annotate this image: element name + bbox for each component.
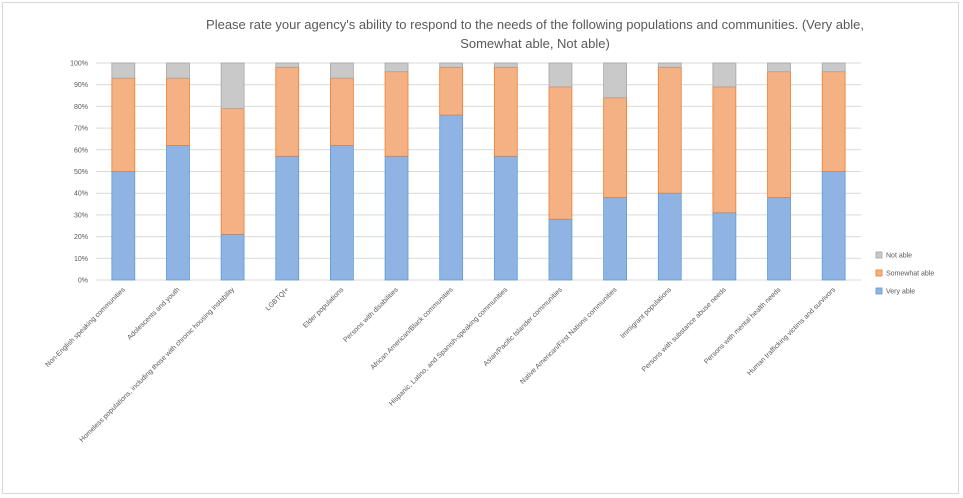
bar-somewhat-able bbox=[439, 66, 464, 116]
bar-not-able bbox=[767, 62, 791, 73]
bar-very-able bbox=[166, 145, 190, 281]
bar-very-able bbox=[712, 212, 737, 281]
y-tick-label: 80% bbox=[74, 104, 88, 111]
legend: Not able Somewhat able Very able bbox=[875, 251, 934, 296]
bar-somewhat-able bbox=[767, 71, 791, 198]
bar-not-able bbox=[275, 62, 300, 68]
bar-somewhat-able bbox=[712, 86, 737, 214]
bar-somewhat-able bbox=[384, 71, 409, 157]
bar-very-able bbox=[767, 197, 791, 281]
bar-not-able bbox=[493, 62, 518, 68]
bars bbox=[111, 62, 846, 281]
bar-very-able bbox=[384, 155, 409, 281]
x-axis-label: LGBTQI+ bbox=[265, 286, 291, 312]
bar-somewhat-able bbox=[548, 86, 573, 220]
bar-not-able bbox=[657, 62, 682, 68]
bar-very-able bbox=[821, 171, 846, 281]
y-tick-label: 0% bbox=[78, 278, 88, 285]
x-axis-label: Adolescents and youth bbox=[126, 286, 181, 341]
bar-not-able bbox=[548, 62, 573, 88]
y-tick-label: 100% bbox=[70, 61, 88, 68]
bar-very-able bbox=[330, 145, 354, 281]
legend-label-somewhat-able: Somewhat able bbox=[886, 271, 934, 278]
y-tick-label: 70% bbox=[74, 126, 88, 133]
bar-very-able bbox=[493, 155, 518, 281]
x-axis-label: Non-English speaking communities bbox=[44, 286, 127, 369]
bar-not-able bbox=[111, 62, 136, 79]
y-tick-label: 60% bbox=[74, 147, 88, 154]
legend-swatch-somewhat-able bbox=[875, 269, 883, 277]
bar-somewhat-able bbox=[821, 71, 846, 172]
legend-label-not-able: Not able bbox=[886, 253, 912, 260]
y-tick-label: 20% bbox=[74, 234, 88, 241]
bar-somewhat-able bbox=[330, 77, 354, 146]
bar-not-able bbox=[821, 62, 846, 73]
legend-swatch-not-able bbox=[875, 251, 883, 259]
bar-not-able bbox=[439, 62, 464, 68]
x-axis-label: Persons with substance abuse needs bbox=[641, 286, 728, 373]
bar-not-able bbox=[220, 62, 245, 109]
y-tick-label: 90% bbox=[74, 82, 88, 89]
bar-very-able bbox=[657, 192, 682, 281]
x-axis-label: Native American/First Nations communitie… bbox=[519, 286, 619, 386]
y-tick-label: 50% bbox=[74, 169, 88, 176]
chart-title-line-1: Please rate your agency's ability to res… bbox=[206, 17, 864, 32]
x-axis-label: Elder populations bbox=[302, 286, 346, 330]
bar-very-able bbox=[439, 114, 464, 281]
bar-somewhat-able bbox=[603, 97, 627, 198]
y-tick-label: 30% bbox=[74, 212, 88, 219]
bar-very-able bbox=[548, 218, 573, 281]
bar-not-able bbox=[330, 62, 354, 79]
x-axis-label: Immigrant populations bbox=[620, 286, 674, 340]
bar-somewhat-able bbox=[493, 66, 518, 157]
legend-label-very-able: Very able bbox=[886, 289, 915, 296]
stacked-bar-chart: Please rate your agency's ability to res… bbox=[44, 17, 934, 444]
bar-very-able bbox=[111, 171, 136, 281]
chart-title: Please rate your agency's ability to res… bbox=[206, 17, 864, 51]
bar-somewhat-able bbox=[275, 66, 300, 157]
bar-somewhat-able bbox=[657, 66, 682, 194]
x-axis-label: Hispanic, Latino, and Spanish-speaking c… bbox=[388, 286, 509, 407]
bar-not-able bbox=[603, 62, 627, 99]
y-axis-ticks: 0% 10% 20% 30% 40% 50% 60% 70% 80% 90% 100% bbox=[70, 61, 88, 285]
bar-somewhat-able bbox=[220, 108, 245, 235]
chart-title-line-2: Somewhat able, Not able) bbox=[460, 36, 610, 51]
x-axis-label: Human trafficking victims and survivors bbox=[746, 286, 837, 377]
bar-very-able bbox=[220, 234, 245, 281]
bar-somewhat-able bbox=[166, 77, 190, 146]
bar-not-able bbox=[166, 62, 190, 79]
bar-very-able bbox=[275, 155, 300, 281]
bar-somewhat-able bbox=[111, 77, 136, 172]
bar-not-able bbox=[712, 62, 737, 88]
bar-not-able bbox=[384, 62, 409, 73]
x-axis-label: Persons with disabilities bbox=[342, 286, 400, 344]
y-tick-label: 40% bbox=[74, 191, 88, 198]
gridlines bbox=[96, 62, 861, 281]
legend-swatch-very-able bbox=[875, 287, 883, 295]
x-axis-labels: Non-English speaking communities Adolesce… bbox=[44, 286, 837, 444]
bar-very-able bbox=[603, 197, 627, 281]
y-tick-label: 10% bbox=[74, 256, 88, 263]
